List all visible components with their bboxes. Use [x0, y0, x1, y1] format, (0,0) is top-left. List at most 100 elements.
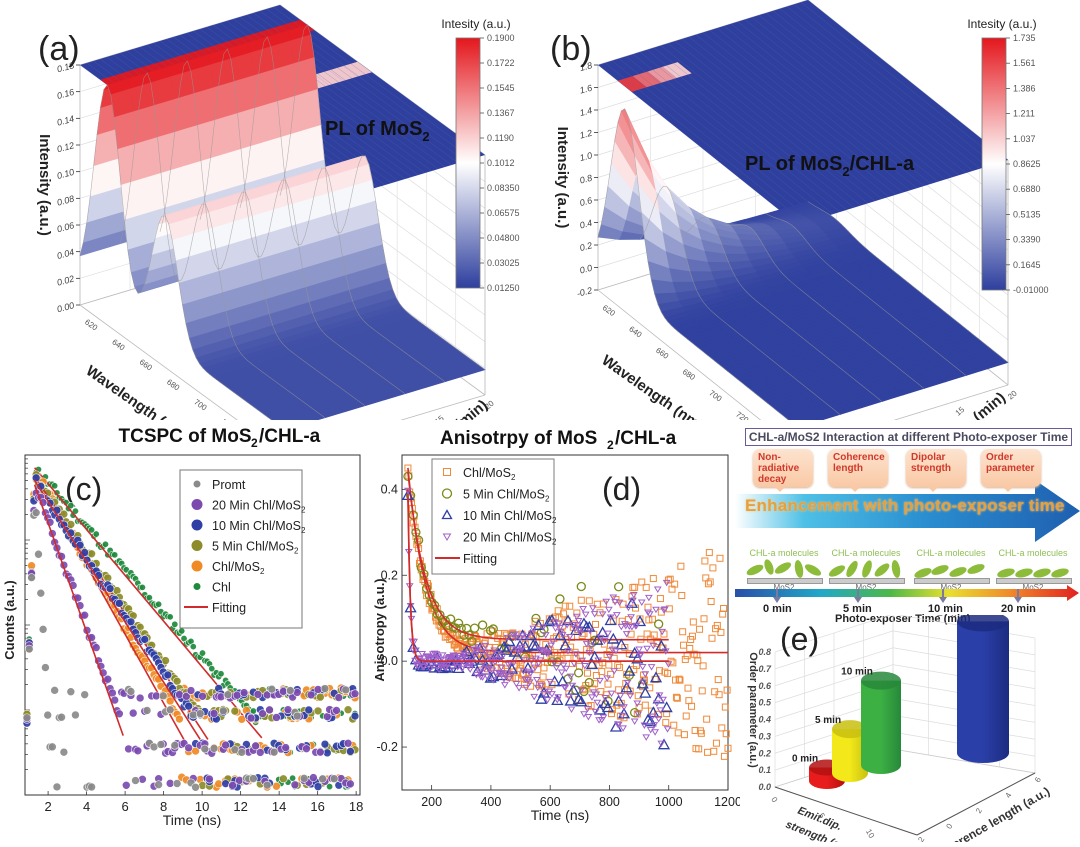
data-point: [209, 744, 219, 753]
z-tick-label: 0.4: [758, 715, 771, 725]
panel-label: (c): [65, 471, 102, 507]
data-point: [639, 679, 648, 686]
data-point: [500, 682, 509, 689]
data-point: [715, 691, 723, 699]
data-point: [682, 712, 690, 720]
data-point: [208, 665, 216, 673]
surface-patch: [237, 106, 262, 150]
data-point: [528, 630, 537, 637]
data-point: [343, 705, 353, 715]
data-point: [535, 646, 544, 654]
data-point: [575, 695, 588, 707]
data-point: [712, 739, 720, 747]
data-point: [600, 637, 609, 645]
y-tick-label: 6: [1033, 775, 1043, 784]
data-point: [341, 685, 351, 695]
data-point: [672, 676, 680, 684]
data-point: [576, 581, 586, 592]
y-tick-label: 2: [974, 806, 984, 815]
data-point: [587, 702, 595, 710]
data-point: [663, 726, 672, 733]
data-point: [659, 696, 667, 704]
data-point: [555, 620, 563, 628]
data-point: [588, 694, 596, 701]
z-tick-label: 0.16: [56, 87, 76, 101]
z-tick-label: 0.8: [579, 173, 594, 186]
surface-plot-a: 0.00 0.02 0.04 0.06 0.08 0.10 0.12 0.14 0.16 0.18…: [36, 4, 520, 523]
data-point: [71, 507, 79, 515]
time-label-20: 20 min: [1001, 603, 1036, 615]
x-tick-label: 640: [110, 337, 127, 352]
data-point: [404, 487, 412, 495]
data-point: [649, 575, 657, 583]
surface-mesh-line: [239, 36, 446, 382]
data-point: [209, 709, 219, 718]
y-tick-label: 0.0: [381, 654, 398, 668]
x-axis-label: Wavelength (nm): [598, 352, 706, 420]
data-point: [237, 748, 247, 757]
projection-mesh: [793, 4, 995, 165]
x-tick-label: 0: [769, 796, 779, 805]
data-point: [165, 705, 175, 715]
data-point: [474, 644, 483, 651]
data-point: [722, 730, 730, 738]
data-point: [681, 655, 689, 663]
data-point: [52, 782, 62, 792]
data-point: [585, 597, 593, 605]
data-point: [657, 738, 671, 750]
data-point: [511, 634, 520, 642]
data-point: [624, 604, 633, 612]
data-point: [451, 623, 461, 633]
data-point: [525, 679, 534, 686]
data-point: [697, 729, 705, 737]
colorbar-tick-label: 0.1367: [487, 108, 515, 118]
data-point: [625, 596, 639, 608]
z-tick-label: 0.14: [56, 114, 76, 128]
data-point: [505, 662, 519, 674]
data-point: [316, 692, 325, 702]
projection-mesh: [723, 25, 925, 187]
x-tick-label: 2: [44, 799, 51, 814]
surface-patch: [177, 124, 202, 168]
data-point: [198, 692, 207, 701]
data-point: [704, 580, 712, 588]
data-point: [318, 774, 327, 784]
data-point: [350, 711, 360, 721]
projection-mesh: [618, 58, 820, 219]
x-tick-label: 620: [83, 317, 100, 332]
data-point: [508, 671, 516, 678]
plot-annotation: PL of MoS2: [325, 118, 430, 144]
series-5-min-chl-mos2: [403, 471, 669, 718]
y-tick-label: 15: [433, 413, 446, 420]
data-point: [31, 508, 41, 517]
data-point: [572, 613, 581, 621]
legend-label: Fitting: [463, 552, 497, 566]
data-point: [591, 708, 600, 716]
data-point: [577, 687, 586, 694]
data-point: [628, 646, 641, 658]
data-point: [467, 636, 477, 647]
data-point: [166, 613, 174, 621]
data-point: [115, 599, 124, 608]
bar-label: 0 min: [792, 754, 818, 765]
data-point: [299, 774, 309, 783]
data-point: [425, 655, 434, 662]
data-point: [553, 628, 567, 640]
z-axis-label: Intensity (a.u.): [554, 127, 571, 229]
colorbar-title: Intesity (a.u.): [441, 17, 510, 31]
data-point: [634, 711, 643, 718]
data-point: [426, 665, 435, 673]
data-point: [228, 781, 237, 790]
data-point: [131, 776, 140, 785]
data-point: [36, 588, 46, 598]
data-point: [189, 643, 197, 651]
projection-band: [314, 70, 344, 86]
data-point: [612, 612, 621, 619]
surface-patch: [153, 99, 178, 138]
data-point: [579, 605, 587, 613]
data-point: [571, 626, 579, 633]
data-point: [569, 622, 578, 629]
data-point: [334, 693, 344, 702]
data-point: [671, 580, 679, 588]
bar-top: [832, 720, 868, 739]
